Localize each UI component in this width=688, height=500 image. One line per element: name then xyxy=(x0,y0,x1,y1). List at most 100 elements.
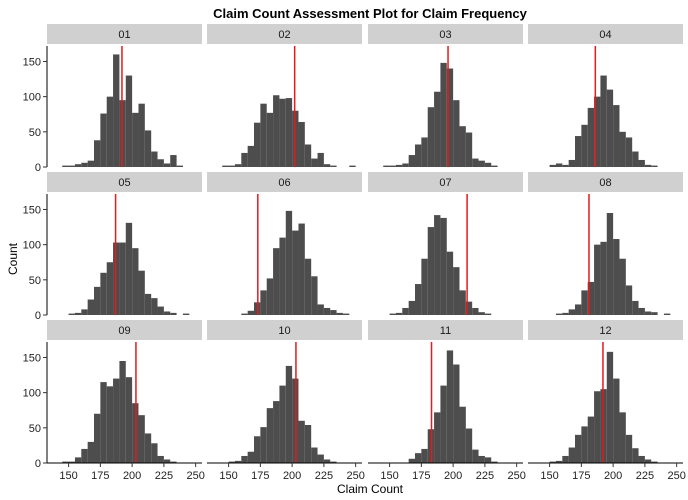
histogram-bar xyxy=(638,159,645,167)
x-tick-label: 175 xyxy=(572,470,590,482)
histogram-bar xyxy=(555,313,563,315)
histogram-bar xyxy=(478,160,485,167)
histogram-bar xyxy=(465,301,473,315)
histogram-bar xyxy=(292,230,299,315)
x-tick-label: 200 xyxy=(604,470,622,482)
histogram-bar xyxy=(279,237,286,315)
facet-strip xyxy=(368,24,523,44)
facet-strip xyxy=(207,172,362,192)
histogram-bar xyxy=(465,428,473,463)
histogram-bar xyxy=(317,304,324,315)
facet-strip-label: 11 xyxy=(440,325,451,337)
facet-strip-label: 08 xyxy=(599,177,611,189)
histogram-bar xyxy=(594,391,601,463)
histogram-bar xyxy=(594,96,601,167)
histogram-bar xyxy=(587,281,595,315)
histogram-bar xyxy=(336,312,343,315)
histogram-bar xyxy=(279,385,286,463)
histogram-bar xyxy=(228,461,235,463)
facet-panel-07: 07 xyxy=(368,172,523,315)
histogram-bar xyxy=(323,307,331,315)
histogram-bar xyxy=(613,239,620,315)
histogram-bar xyxy=(106,262,114,315)
histogram-bar xyxy=(459,406,466,463)
facet-strip xyxy=(368,320,523,340)
histogram-bar xyxy=(575,434,582,463)
histogram-bar xyxy=(484,162,492,167)
histogram-bar xyxy=(273,248,280,315)
histogram-bar xyxy=(434,91,441,167)
histogram-bar xyxy=(619,258,626,315)
histogram-bar xyxy=(453,364,460,463)
histogram-bar xyxy=(453,267,460,315)
histogram-bar xyxy=(106,386,114,463)
histogram-bar xyxy=(241,313,248,315)
histogram-bar xyxy=(176,165,183,167)
histogram-bar xyxy=(606,212,614,315)
histogram-bar xyxy=(342,313,350,315)
x-tick-label: 225 xyxy=(476,470,494,482)
histogram-bar xyxy=(100,113,107,167)
facet-panel-11: 11 150 175 200 225 250 xyxy=(368,320,526,482)
histogram-bar xyxy=(119,360,126,463)
histogram-bar xyxy=(446,251,454,315)
histogram-bar xyxy=(349,165,356,167)
histogram-bar xyxy=(254,436,261,463)
histogram-bar xyxy=(266,408,274,463)
histogram-bar xyxy=(587,416,595,463)
histogram-bar xyxy=(119,242,126,315)
histogram-bar xyxy=(408,300,416,315)
histogram-bar xyxy=(440,385,447,463)
histogram-bar xyxy=(74,457,82,463)
histogram-bar xyxy=(260,290,267,315)
histogram-bar xyxy=(68,461,75,463)
x-tick-label: 150 xyxy=(540,470,558,482)
histogram-bar xyxy=(434,412,441,463)
facet-strip xyxy=(47,24,202,44)
histogram-bar xyxy=(163,311,171,315)
histogram-bar xyxy=(575,304,582,315)
histogram-bar xyxy=(330,310,337,315)
histogram-bar xyxy=(68,313,75,315)
x-tick-label: 175 xyxy=(251,470,269,482)
histogram-bar xyxy=(298,121,305,167)
facet-panel-01: 01 0 50 100 150 xyxy=(23,24,202,174)
histogram-bar xyxy=(247,310,255,315)
histogram-bar xyxy=(465,132,473,167)
histogram-bar xyxy=(234,164,242,167)
histogram-bar xyxy=(81,309,88,315)
facet-strip xyxy=(368,172,523,192)
facet-strip-label: 06 xyxy=(278,177,290,189)
histogram-bar xyxy=(408,155,416,167)
histogram-bar xyxy=(575,136,582,167)
x-tick-label: 150 xyxy=(380,470,398,482)
y-axis-title: Count xyxy=(6,242,20,275)
y-tick-label: 50 xyxy=(29,275,41,287)
histogram-bar xyxy=(632,151,639,167)
histogram-bar xyxy=(600,241,607,315)
histogram-bar xyxy=(241,455,248,463)
histogram-bar xyxy=(383,165,390,167)
histogram-bar xyxy=(600,75,607,167)
histogram-bar xyxy=(415,144,422,167)
histogram-bar xyxy=(311,276,318,315)
histogram-bar xyxy=(415,284,422,315)
histogram-bar xyxy=(247,451,255,463)
histogram-bar xyxy=(144,293,152,315)
histogram-bar xyxy=(106,96,114,167)
histogram-bar xyxy=(651,461,658,463)
facet-panel-02: 02 xyxy=(207,24,362,167)
x-tick-label: 250 xyxy=(346,470,364,482)
facet-strip-label: 04 xyxy=(599,29,611,41)
histogram-bar xyxy=(254,122,261,167)
histogram-bar xyxy=(587,107,595,167)
facet-strip-label: 12 xyxy=(599,325,611,337)
x-tick-label: 150 xyxy=(219,470,237,482)
facet-panel-09: 09 0 50 100 150 150 175 200 225 250 xyxy=(23,320,205,482)
histogram-bar xyxy=(125,222,133,315)
histogram-bar xyxy=(87,299,95,315)
facet-strip-label: 02 xyxy=(278,29,290,41)
histogram-bar xyxy=(459,126,466,167)
histogram-bar xyxy=(625,137,633,167)
x-tick-label: 225 xyxy=(315,470,333,482)
